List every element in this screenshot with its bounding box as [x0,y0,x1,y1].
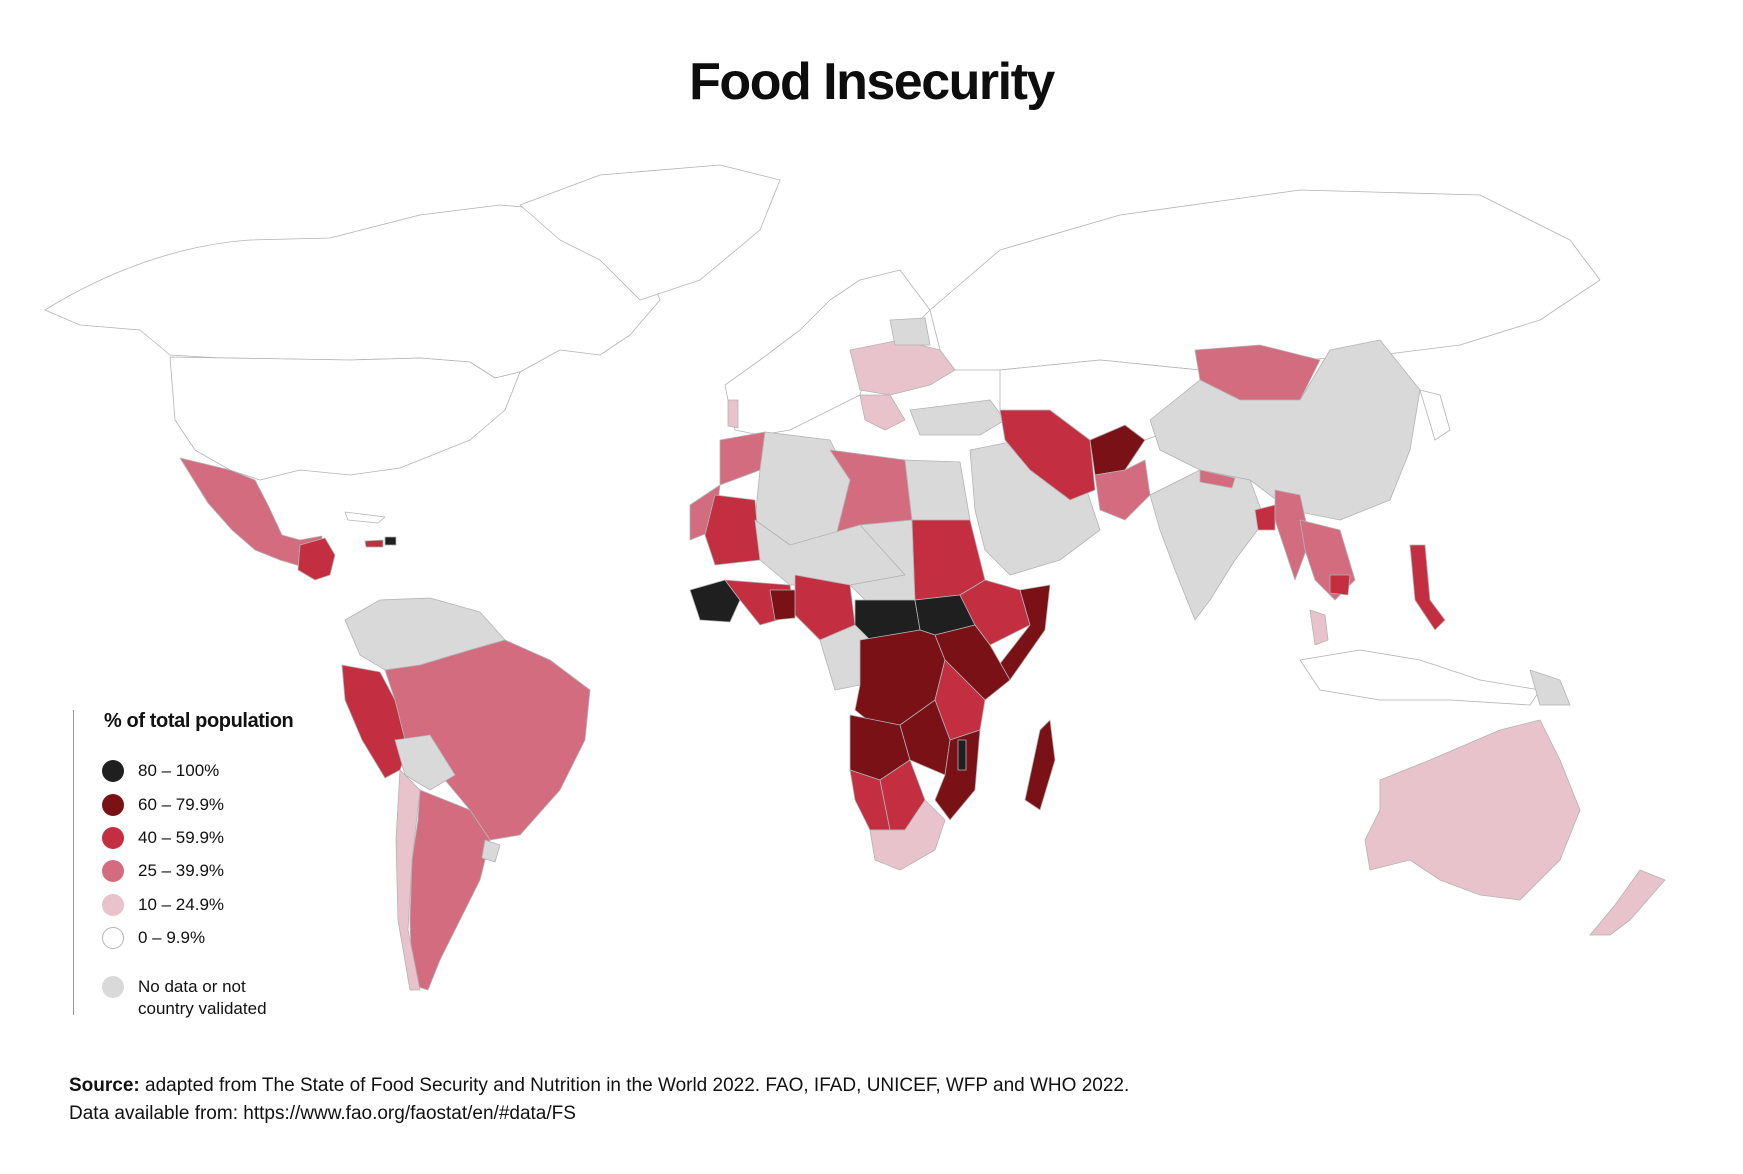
region-portugal [727,399,739,429]
region-chile [395,769,421,991]
legend-swatch [102,894,124,916]
region-malawi [957,739,967,771]
legend-item-0-9: 0 – 9.9% [102,927,205,949]
legend-swatch [102,827,124,849]
legend: % of total population 80 – 100% 60 – 79.… [73,710,334,1018]
legend-item-25-39: 25 – 39.9% [102,860,224,882]
source-note: Source: adapted from The State of Food S… [69,1072,1129,1128]
region-madagascar [1024,719,1056,811]
region-india [1149,469,1266,621]
region-papua [1529,669,1571,706]
region-morocco [719,431,766,486]
region-cambodia [1329,574,1351,596]
source-label: Source: [69,1075,140,1096]
legend-item-10-24: 10 – 24.9% [102,894,224,916]
region-guinea [689,579,741,623]
region-bolivia [394,734,456,791]
region-uruguay [481,839,501,863]
region-ghana [769,589,796,621]
legend-swatch [102,860,124,882]
legend-label: 40 – 59.9% [138,828,225,847]
legend-no-data-line2: country validated [138,999,267,1018]
region-greenland [519,164,781,301]
region-egypt [904,459,971,521]
region-russia [929,189,1601,371]
map-title: Food Insecurity [689,53,1055,111]
legend-label: 80 – 100% [138,761,220,780]
region-korea-japan [1419,389,1451,441]
legend-title: % of total population [104,710,294,732]
region-haiti [384,536,397,546]
region-indonesia [1299,649,1541,706]
region-central-america [297,537,336,581]
region-new-zealand [1589,869,1666,936]
legend-swatch [102,976,124,998]
legend-label: 0 – 9.9% [138,928,206,947]
legend-swatch [102,760,124,782]
region-turkey [909,399,1006,436]
region-balkans [859,394,906,431]
region-mozambique [934,729,981,821]
region-myanmar [1274,489,1311,581]
source-text: adapted from The State of Food Security … [139,1075,1130,1096]
region-south-africa [869,799,946,871]
region-philippines [1409,544,1446,631]
region-cuba [344,511,386,524]
legend-label-no-data: No data or not country validated [138,976,267,1020]
region-dominican [364,539,384,548]
legend-item-80-100: 80 – 100% [102,760,219,782]
region-algeria [754,431,851,546]
legend-swatch [102,927,124,949]
region-usa [169,356,521,481]
region-belarus [889,317,931,346]
region-bangladesh [1254,504,1276,531]
legend-item-40-59: 40 – 59.9% [102,827,224,849]
region-australia [1364,719,1581,901]
legend-swatch [102,794,124,816]
legend-label: 10 – 24.9% [138,895,225,914]
region-malaysia [1309,609,1329,646]
source-data-url: Data available from: https://www.fao.org… [69,1103,576,1124]
legend-label: 25 – 39.9% [138,861,225,880]
region-nepal [1199,469,1236,489]
region-china [1149,339,1421,521]
legend-item-60-79: 60 – 79.9% [102,794,224,816]
region-mauritania [704,494,761,566]
legend-label: 60 – 79.9% [138,795,225,814]
legend-no-data-line1: No data or not [138,977,246,996]
legend-item-no-data: No data or not country validated [102,976,267,1020]
